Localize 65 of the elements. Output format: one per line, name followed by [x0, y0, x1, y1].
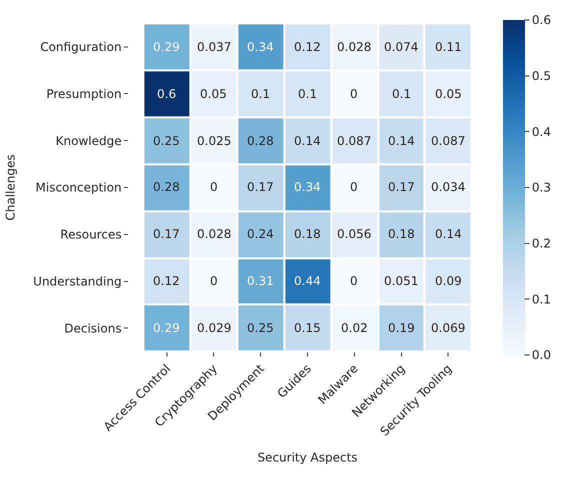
- data-label: 0.25: [247, 321, 274, 335]
- data-label: 0.05: [200, 87, 227, 101]
- data-label: 0: [350, 180, 358, 194]
- data-label: 0.28: [153, 180, 180, 194]
- data-label: 0: [210, 274, 218, 288]
- data-label: 0.029: [197, 321, 232, 335]
- data-label: 0.18: [294, 227, 321, 241]
- data-label: 0.069: [431, 321, 466, 335]
- data-label: 0.051: [384, 274, 418, 288]
- y-tick-label: Understanding: [33, 274, 122, 289]
- data-label: 0.037: [197, 40, 232, 54]
- data-label: 0.34: [294, 180, 321, 194]
- data-label: 0.02: [341, 321, 368, 335]
- y-axis-title: Challenges: [3, 154, 18, 221]
- data-label: 0.19: [388, 321, 415, 335]
- y-tick-label: Decisions: [64, 321, 122, 336]
- data-label: 0.1: [298, 87, 318, 101]
- data-label: 0.05: [435, 87, 462, 101]
- y-tick-label: Misconception: [36, 180, 122, 195]
- data-label: 0.14: [294, 134, 321, 148]
- data-label: 0.12: [294, 40, 321, 54]
- data-label: 0.1: [251, 87, 270, 101]
- data-label: 0.25: [153, 134, 180, 148]
- data-label: 0.12: [153, 274, 180, 288]
- data-label: 0.11: [435, 40, 462, 54]
- data-label: 0.028: [197, 227, 232, 241]
- data-label: 0.087: [337, 134, 372, 148]
- data-label: 0.056: [337, 227, 372, 241]
- color-bar-label: 0.2: [532, 236, 551, 251]
- data-label: 0.025: [197, 134, 232, 148]
- data-label: 0.29: [153, 40, 180, 54]
- data-label: 0.44: [294, 274, 321, 288]
- color-bar-label: 0.3: [532, 180, 551, 195]
- data-label: 0.34: [247, 40, 274, 54]
- data-label: 0.087: [431, 134, 466, 148]
- data-label: 0.14: [435, 227, 462, 241]
- data-label: 0.15: [294, 321, 321, 335]
- data-label: 0: [210, 180, 218, 194]
- color-bar-label: 0.0: [532, 348, 551, 362]
- data-label: 0.17: [247, 180, 274, 194]
- data-label: 0.29: [153, 321, 180, 335]
- data-label: 0.1: [392, 87, 412, 101]
- data-label: 0.14: [388, 134, 415, 148]
- color-bar-label: 0.1: [532, 292, 551, 306]
- color-bar-label: 0.6: [532, 13, 551, 28]
- data-label: 0.17: [153, 227, 180, 241]
- y-tick-label: Knowledge: [56, 134, 122, 148]
- data-label: 0.028: [337, 40, 372, 54]
- data-label: 0.034: [431, 180, 466, 194]
- data-label: 0.28: [247, 134, 274, 148]
- data-label: 0.09: [435, 274, 462, 288]
- data-label: 0: [350, 274, 358, 288]
- x-axis-title: Security Aspects: [257, 450, 358, 464]
- data-label: 0.31: [247, 274, 274, 288]
- y-tick-label: Presumption: [46, 86, 122, 101]
- data-label: 0: [350, 87, 358, 101]
- data-label: 0.6: [157, 87, 176, 101]
- color-bar-label: 0.5: [532, 69, 551, 84]
- data-label: 0.18: [388, 227, 415, 241]
- color-bar-label: 0.4: [532, 124, 551, 139]
- y-tick-label: Resources: [60, 228, 122, 242]
- data-label: 0.17: [388, 180, 415, 194]
- y-tick-label: Configuration: [40, 40, 122, 54]
- data-label: 0.24: [247, 227, 274, 241]
- data-label: 0.074: [384, 40, 418, 54]
